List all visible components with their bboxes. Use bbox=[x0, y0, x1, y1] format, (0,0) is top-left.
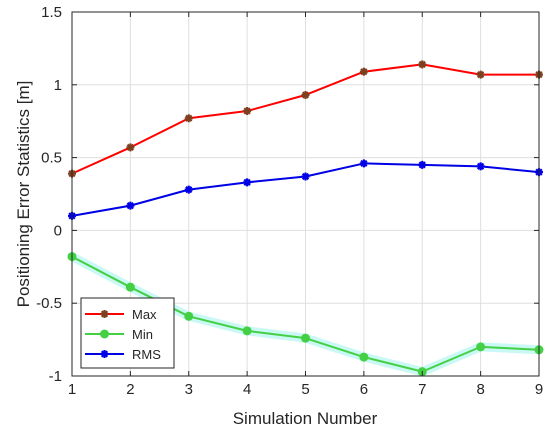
marker-stroke bbox=[477, 162, 485, 170]
data-point-max bbox=[184, 114, 193, 123]
data-point-max bbox=[126, 143, 135, 152]
data-point-min bbox=[359, 352, 369, 362]
legend-label-max: Max bbox=[132, 307, 157, 322]
x-tick-label: 5 bbox=[301, 381, 309, 398]
x-tick-label: 6 bbox=[360, 381, 368, 398]
data-point-min bbox=[476, 342, 486, 352]
legend-marker-min bbox=[100, 329, 109, 339]
legend-entry-rms: RMS bbox=[85, 347, 161, 362]
marker-stroke bbox=[418, 161, 426, 169]
data-point-rms bbox=[126, 201, 135, 210]
legend-entry-max: Max bbox=[85, 307, 157, 322]
y-tick-label: 0 bbox=[54, 222, 62, 239]
marker-stroke bbox=[243, 107, 251, 115]
legend-marker-shape bbox=[100, 350, 109, 358]
x-axis-title: Simulation Number bbox=[233, 409, 378, 428]
y-tick-label: 1 bbox=[54, 77, 62, 94]
data-point-max bbox=[301, 90, 310, 99]
data-point-rms bbox=[301, 172, 310, 181]
data-point-rms bbox=[184, 185, 193, 194]
x-tick-label: 1 bbox=[68, 381, 76, 398]
data-point-min bbox=[184, 311, 194, 321]
marker-stroke bbox=[418, 60, 426, 69]
x-tick-label: 7 bbox=[418, 381, 426, 398]
data-point-min bbox=[242, 326, 252, 336]
marker-stroke bbox=[243, 178, 251, 186]
legend-entry-min: Min bbox=[85, 327, 153, 342]
y-tick-label: -1 bbox=[49, 368, 62, 385]
marker-stroke bbox=[100, 350, 109, 358]
data-point-min bbox=[301, 333, 310, 343]
x-tick-label: 2 bbox=[126, 381, 134, 398]
marker-stroke bbox=[301, 172, 310, 181]
y-tick-label: 0.5 bbox=[41, 150, 62, 167]
y-axis-title: Positioning Error Statistics [m] bbox=[14, 81, 33, 308]
x-ticks: 1 2 3 4 5 6 7 8 9 bbox=[68, 12, 543, 398]
data-point-max bbox=[476, 70, 485, 79]
legend: Max Min RMS bbox=[80, 297, 175, 369]
legend-marker-max bbox=[100, 310, 109, 318]
series-max bbox=[68, 60, 543, 178]
x-tick-label: 4 bbox=[243, 381, 251, 398]
marker-stroke bbox=[477, 71, 485, 79]
data-point-max bbox=[418, 60, 427, 69]
x-tick-label: 8 bbox=[476, 381, 484, 398]
x-tick-label: 3 bbox=[185, 381, 193, 398]
data-point-rms bbox=[418, 160, 427, 169]
marker-stroke bbox=[100, 310, 109, 318]
marker-stroke bbox=[126, 143, 134, 152]
x-tick-label: 9 bbox=[535, 381, 543, 398]
legend-marker-shape bbox=[100, 310, 109, 318]
y-tick-label: 1.5 bbox=[41, 4, 62, 21]
marker-stroke bbox=[185, 186, 193, 194]
y-tick-label: -0.5 bbox=[36, 295, 62, 312]
data-point-max bbox=[243, 107, 252, 116]
marker-stroke bbox=[360, 159, 368, 168]
marker-stroke bbox=[360, 68, 368, 76]
data-point-rms bbox=[476, 162, 485, 171]
data-point-min bbox=[125, 282, 135, 292]
legend-label-min: Min bbox=[132, 327, 153, 342]
legend-marker-shape bbox=[100, 329, 109, 339]
legend-label-rms: RMS bbox=[132, 347, 161, 362]
marker-stroke bbox=[185, 114, 193, 122]
legend-marker-rms bbox=[100, 350, 109, 358]
y-ticks: 1.5 1 0.5 0 -0.5 -1 bbox=[36, 4, 539, 385]
marker-stroke bbox=[301, 91, 310, 99]
data-point-max bbox=[359, 67, 368, 76]
marker-stroke bbox=[126, 202, 134, 210]
data-point-rms bbox=[243, 178, 252, 187]
data-point-rms bbox=[359, 159, 368, 168]
